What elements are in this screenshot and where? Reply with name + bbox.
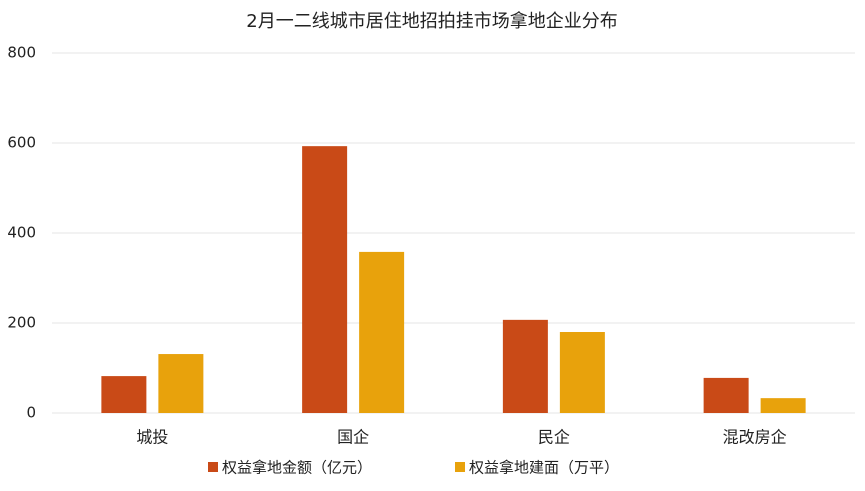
chart-title: 2月一二线城市居住地招拍挂市场拿地企业分布 [246, 10, 617, 32]
y-tick-label: 0 [26, 404, 36, 422]
legend-swatch [455, 462, 465, 472]
bar [359, 251, 405, 413]
bar [703, 377, 749, 413]
x-tick-label: 城投 [136, 428, 168, 447]
bar [502, 319, 548, 413]
y-tick-label: 800 [7, 44, 36, 62]
y-tick-label: 400 [7, 224, 36, 242]
y-tick-label: 600 [7, 134, 36, 152]
bar [302, 146, 348, 413]
legend-swatch [208, 462, 218, 472]
bar [559, 332, 605, 413]
x-tick-label: 国企 [337, 428, 369, 447]
legend-label: 权益拿地建面（万平） [469, 459, 619, 477]
legend-label: 权益拿地金额（亿元） [222, 459, 372, 477]
bar [760, 398, 806, 413]
x-tick-label: 混改房企 [723, 428, 787, 447]
bar [158, 354, 204, 413]
x-tick-label: 民企 [538, 428, 570, 447]
bar [101, 376, 147, 413]
y-tick-label: 200 [7, 314, 36, 332]
